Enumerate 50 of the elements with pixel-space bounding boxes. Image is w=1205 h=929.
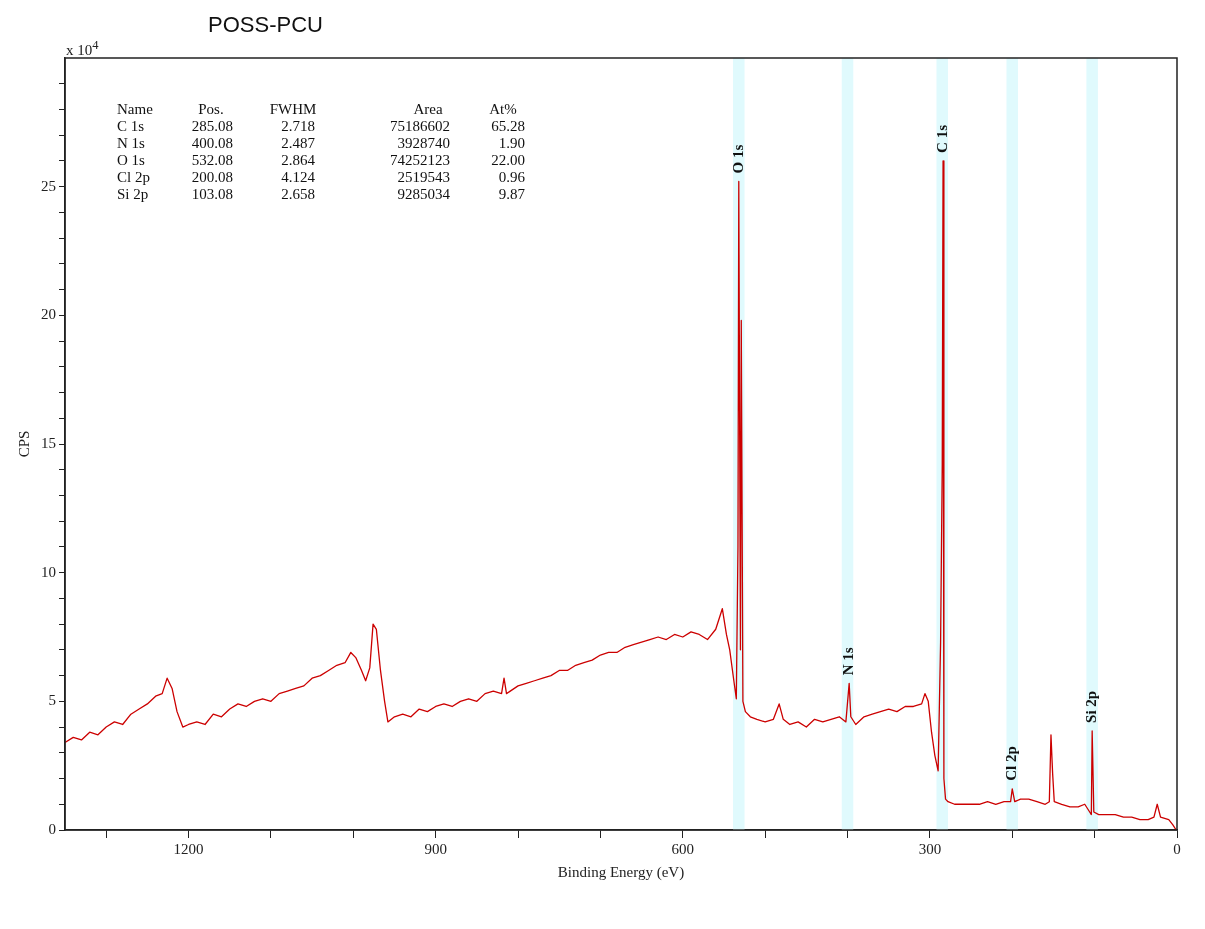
annotation: FWHM bbox=[269, 100, 317, 117]
annotation: Cl 2p bbox=[117, 168, 150, 185]
x-tick-label: 1200 bbox=[173, 840, 204, 857]
annotation: 9.87 bbox=[498, 185, 526, 202]
annotation: 22.00 bbox=[491, 151, 525, 168]
x-tick-label: 300 bbox=[918, 840, 942, 857]
annotation: C 1s bbox=[117, 117, 145, 134]
annotation: O 1s bbox=[117, 151, 146, 168]
annotation: 1.90 bbox=[498, 134, 525, 151]
x-tick-label: 600 bbox=[671, 840, 695, 857]
annotation: 2.487 bbox=[281, 134, 316, 151]
annotation: Area bbox=[413, 100, 443, 117]
y-tick-label: 10 bbox=[41, 563, 56, 580]
annotation: 400.08 bbox=[191, 134, 233, 151]
annotation: 2.658 bbox=[281, 185, 315, 202]
annotation: Si 2p bbox=[117, 185, 149, 202]
x-tick-label: 900 bbox=[424, 840, 447, 857]
annotation: 200.08 bbox=[191, 168, 233, 185]
annotation: At% bbox=[489, 100, 517, 117]
annotation: N 1s bbox=[117, 134, 146, 151]
annotation: O 1s bbox=[729, 144, 746, 174]
chart-title: POSS-PCU bbox=[208, 12, 323, 38]
text: x 10$^{4}$ bbox=[66, 38, 99, 59]
y-tick-label: 20 bbox=[41, 306, 56, 323]
annotation: Name bbox=[117, 100, 154, 117]
annotation: Si 2p bbox=[1083, 690, 1100, 723]
annotation: 75186602 bbox=[390, 117, 450, 134]
annotation: 103.08 bbox=[191, 185, 233, 202]
annotation: Pos. bbox=[198, 100, 224, 117]
y-tick-label: 25 bbox=[41, 177, 56, 194]
x-tick-label: 0 bbox=[1173, 840, 1181, 857]
annotation: Cl 2p bbox=[1003, 746, 1020, 781]
annotation: 3928740 bbox=[397, 134, 450, 151]
annotation: 74252123 bbox=[390, 151, 450, 168]
annotation: 285.08 bbox=[191, 117, 233, 134]
annotation: 4.124 bbox=[281, 168, 316, 185]
y-tick-label: 5 bbox=[48, 692, 56, 709]
annotation: C 1s bbox=[933, 124, 950, 153]
annotation: 9285034 bbox=[397, 185, 451, 202]
annotation: N 1s bbox=[840, 647, 857, 676]
y-tick-label: 0 bbox=[48, 820, 56, 837]
annotation: 532.08 bbox=[191, 151, 233, 168]
annotation: 2.864 bbox=[281, 151, 316, 168]
y-tick-label: 15 bbox=[41, 434, 56, 451]
annotation: 2.718 bbox=[281, 117, 315, 134]
x-axis-title: Binding Energy (eV) bbox=[557, 863, 685, 881]
annotation: 65.28 bbox=[491, 117, 525, 134]
annotation: 0.96 bbox=[498, 168, 526, 185]
annotation: 2519543 bbox=[397, 168, 450, 185]
y-axis-title: CPS bbox=[15, 430, 32, 458]
